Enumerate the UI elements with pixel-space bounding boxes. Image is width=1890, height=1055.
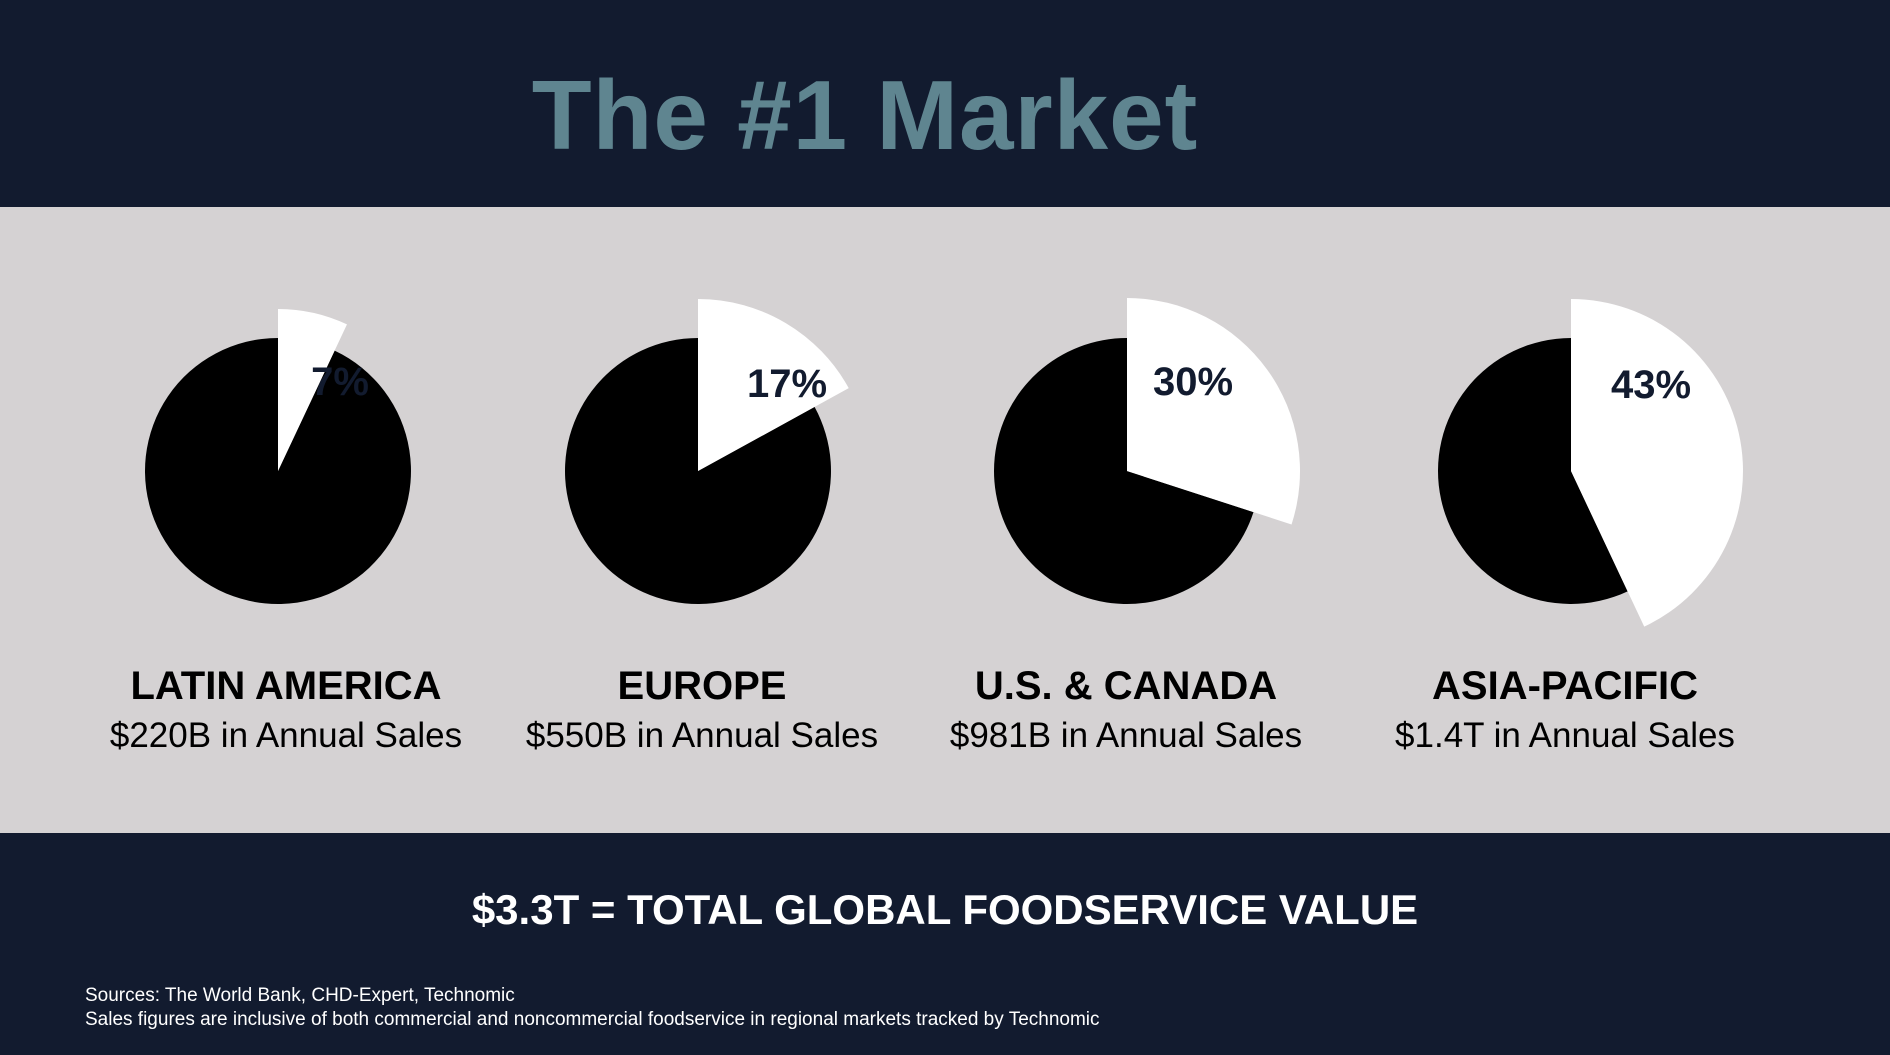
region-sales: $981B in Annual Sales: [949, 716, 1303, 755]
sales-note-line: Sales figures are inclusive of both comm…: [85, 1009, 1100, 1030]
region-sales: $220B in Annual Sales: [109, 716, 463, 755]
total-global-value: $3.3T = TOTAL GLOBAL FOODSERVICE VALUE: [471, 886, 1419, 933]
region-us-canada: U.S. & CANADA $981B in Annual Sales: [906, 658, 1346, 758]
region-name: LATIN AMERICA: [130, 664, 442, 708]
region-sales: $550B in Annual Sales: [525, 716, 879, 755]
sources-line: Sources: The World Bank, CHD-Expert, Tec…: [85, 985, 515, 1006]
sources-footnote: Sources: The World Bank, CHD-Expert, Tec…: [85, 984, 1100, 1032]
region-name: U.S. & CANADA: [974, 664, 1278, 708]
region-europe: EUROPE $550B in Annual Sales: [482, 658, 922, 758]
region-asia-pacific: ASIA-PACIFIC $1.4T in Annual Sales: [1345, 658, 1785, 758]
region-name: EUROPE: [617, 664, 787, 708]
region-latin-america: LATIN AMERICA $220B in Annual Sales: [66, 658, 506, 758]
region-sales: $1.4T in Annual Sales: [1395, 716, 1735, 755]
header-band: [0, 0, 1890, 207]
page-title: The #1 Market: [531, 60, 1199, 170]
region-name: ASIA-PACIFIC: [1432, 664, 1698, 708]
